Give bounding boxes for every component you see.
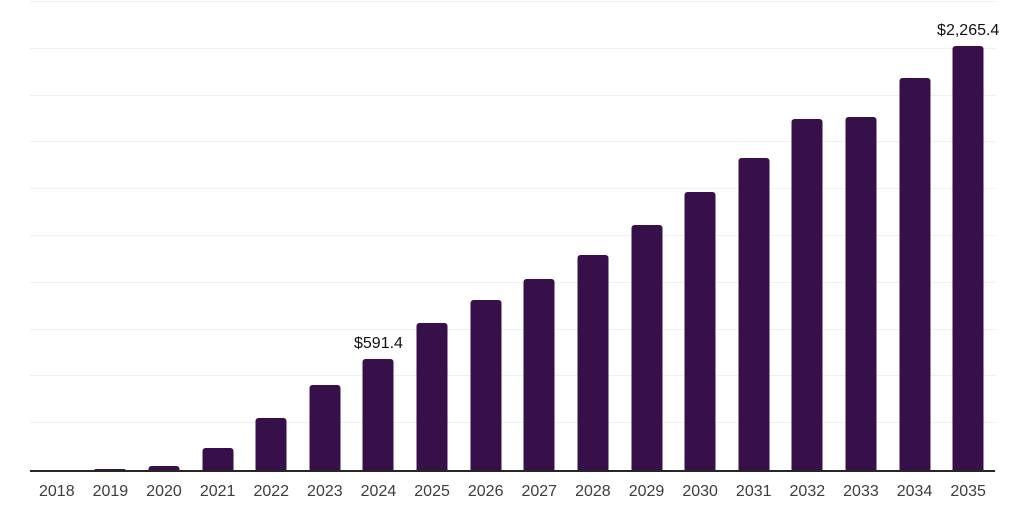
bar-slot-2025 [405,2,459,470]
x-tick-label-2019: 2019 [92,483,129,500]
gridline [30,328,995,330]
x-tick-label-2018: 2018 [39,483,75,500]
gridline [30,47,995,49]
bar-series [30,2,995,470]
bar-slot-2018 [30,2,84,470]
x-tick-label-2022: 2022 [253,483,290,500]
bar-slot-2021 [191,2,245,470]
x-tick-label-2020: 2020 [146,483,182,500]
bar-2021 [202,447,234,470]
bar-slot-2024 [352,2,406,470]
x-tick-label-2032: 2032 [789,483,826,500]
bar-slot-2034 [888,2,942,470]
bar-2032 [791,118,823,470]
bar-slot-2026 [459,2,513,470]
x-tick-label-2031: 2031 [735,483,772,500]
bar-2029 [631,224,662,470]
bar-2027 [523,279,555,470]
bar-slot-2029 [620,2,674,470]
bar-2026 [470,300,502,470]
bar-slot-2032 [781,2,835,470]
bar-2024 [362,359,394,470]
gridline [30,1,995,2]
x-tick-label-2033: 2033 [843,483,879,500]
bar-slot-2027 [512,2,566,470]
bar-2028 [577,255,609,470]
bar-2033 [845,117,877,470]
bar-2030 [684,192,716,470]
x-tick-label-2024: 2024 [360,483,397,500]
bar-slot-2022 [244,2,298,470]
x-tick-label-2023: 2023 [307,483,343,500]
bar-slot-2031 [727,2,781,470]
x-tick-label-2029: 2029 [628,483,665,500]
x-tick-label-2025: 2025 [414,483,450,500]
x-axis-tick-labels: 2018 2019 2020 2021 2022 2023 2024 2025 2026 2027… [30,482,995,502]
x-tick-label-2035: 2035 [950,483,986,500]
bar-slot-2028 [566,2,620,470]
gridline [30,281,995,283]
bar-2020 [148,466,180,470]
bar-2023 [309,384,341,470]
gridline [30,94,995,96]
value-label-2035: $2,265.4 [937,21,1000,39]
bar-slot-2035 [941,2,995,470]
bar-2031 [738,157,770,470]
bar-2025 [416,323,448,470]
bar-slot-2023 [298,2,352,470]
x-tick-label-2028: 2028 [575,483,611,500]
plot-area: $591.4 $2,265.4 [30,1,999,472]
gridline [30,422,995,424]
x-axis-line [30,470,995,472]
bar-2022 [255,417,287,470]
bar-slot-2033 [834,2,888,470]
x-tick-label-2034: 2034 [896,483,933,500]
x-tick-label-2026: 2026 [467,483,504,500]
bar-2035 [952,45,984,470]
value-label-2024: $591.4 [354,335,403,353]
x-tick-label-2021: 2021 [199,483,236,500]
bar-slot-2019 [84,2,138,470]
gridline [30,375,995,377]
gridline [30,141,995,143]
bar-2019 [94,468,126,470]
x-tick-label-2030: 2030 [682,483,718,500]
bar-slot-2030 [673,2,727,470]
bar-2034 [899,78,931,470]
gridline [30,188,995,190]
x-tick-label-2027: 2027 [521,483,558,500]
bar-slot-2020 [137,2,191,470]
gridline [30,235,995,236]
